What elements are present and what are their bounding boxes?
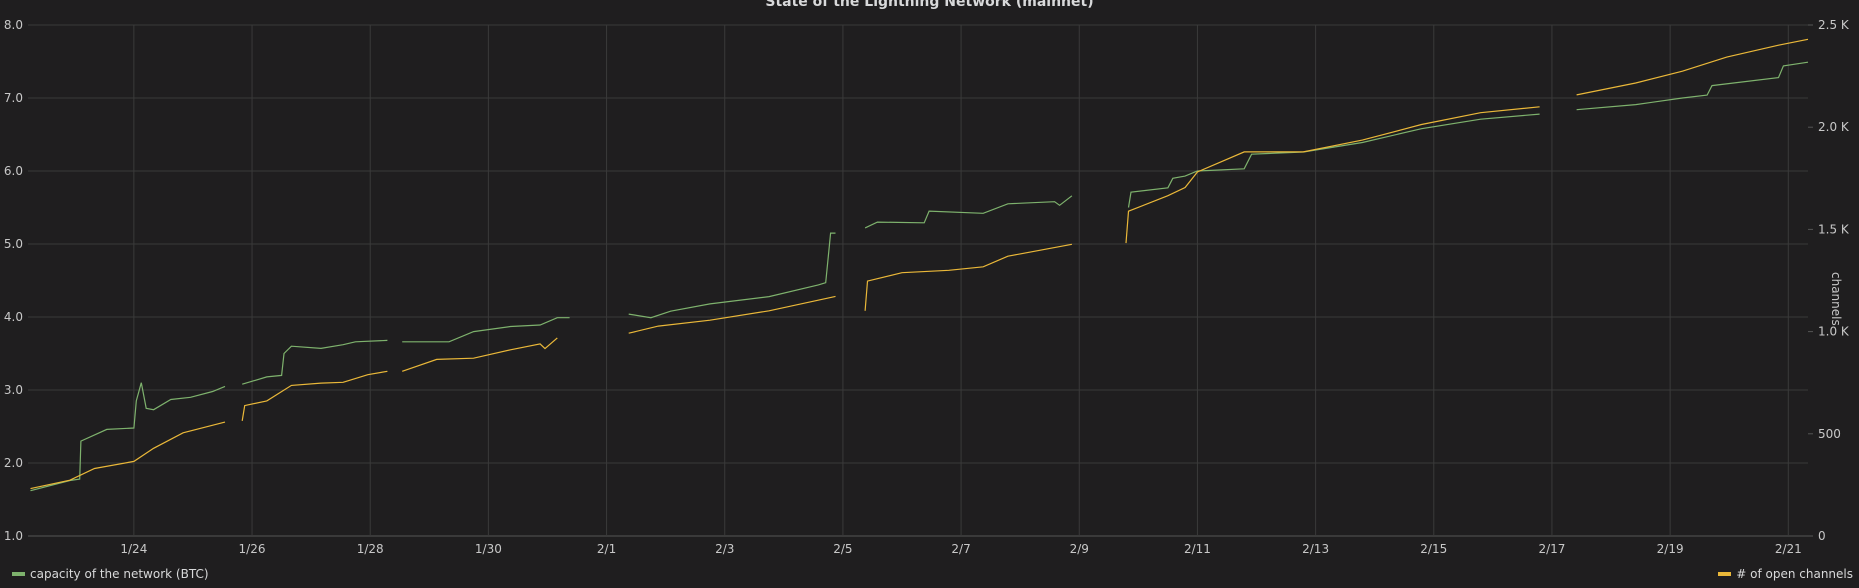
channels-line-segment xyxy=(864,243,1073,311)
y-right-tick-label: 2.0 K xyxy=(1818,120,1850,134)
capacity-line-segment xyxy=(1127,113,1540,208)
axes: 1.0 2.0 3.0 4.0 5.0 6.0 7.0 8.0 0 500 1.0 K 1.5 K 2.… xyxy=(4,18,1850,556)
right-axis-label: channels xyxy=(1829,272,1843,326)
x-tick-label: 1/28 xyxy=(357,542,384,556)
x-tick-label: 2/5 xyxy=(833,542,852,556)
y-right-tick-label: 500 xyxy=(1818,427,1841,441)
x-tick-label: 2/7 xyxy=(951,542,970,556)
legend-item-channels[interactable]: # of open channels xyxy=(1718,567,1853,581)
x-tick-label: 2/21 xyxy=(1775,542,1802,556)
x-tick-label: 1/26 xyxy=(239,542,266,556)
capacity-line-segment xyxy=(242,339,388,385)
grid xyxy=(28,24,1808,537)
channels-line-segment xyxy=(30,421,226,490)
y-right-tick-label: 1.0 K xyxy=(1818,325,1850,339)
x-tick-label: 2/9 xyxy=(1070,542,1089,556)
y-right-tick-label: 1.5 K xyxy=(1818,222,1850,236)
x-tick-label: 2/17 xyxy=(1538,542,1565,556)
x-tick-label: 2/1 xyxy=(597,542,616,556)
capacity-line-segment xyxy=(864,195,1073,229)
x-tick-label: 2/11 xyxy=(1184,542,1211,556)
legend-item-capacity[interactable]: capacity of the network (BTC) xyxy=(12,567,209,581)
capacity-line-segment xyxy=(628,232,836,319)
capacity-line-segment xyxy=(402,317,570,343)
legend-label: # of open channels xyxy=(1736,567,1853,581)
x-tick-label: 2/19 xyxy=(1657,542,1684,556)
channels-line-segment xyxy=(1125,106,1540,244)
legend-swatch-orange xyxy=(1718,572,1732,576)
x-tick-label: 1/30 xyxy=(475,542,502,556)
x-tick-label: 2/3 xyxy=(715,542,734,556)
chart-title: State of the Lightning Network (mainnet) xyxy=(765,0,1094,10)
legend-swatch-green xyxy=(12,572,25,576)
capacity-line-segment xyxy=(30,382,226,492)
x-tick-label: 2/13 xyxy=(1302,542,1329,556)
channels-line-segment xyxy=(628,295,836,334)
y-left-tick-label: 4.0 xyxy=(4,310,23,324)
y-left-tick-label: 5.0 xyxy=(4,237,23,251)
y-left-tick-label: 2.0 xyxy=(4,456,23,470)
y-left-tick-label: 1.0 xyxy=(4,529,23,543)
x-tick-label: 1/24 xyxy=(120,542,147,556)
y-left-tick-label: 7.0 xyxy=(4,91,23,105)
channels-line-segment xyxy=(241,370,388,421)
y-left-tick-label: 3.0 xyxy=(4,383,23,397)
series-lines xyxy=(30,38,1809,492)
y-right-tick-label: 2.5 K xyxy=(1818,18,1850,32)
y-left-tick-label: 8.0 xyxy=(4,18,23,32)
channels-line-segment xyxy=(1576,38,1809,96)
x-tick-label: 2/15 xyxy=(1420,542,1447,556)
y-right-tick-label: 0 xyxy=(1818,529,1826,543)
channels-line-segment xyxy=(402,337,558,372)
capacity-line-segment xyxy=(1576,61,1809,111)
y-left-tick-label: 6.0 xyxy=(4,164,23,178)
legend-label: capacity of the network (BTC) xyxy=(30,567,209,581)
